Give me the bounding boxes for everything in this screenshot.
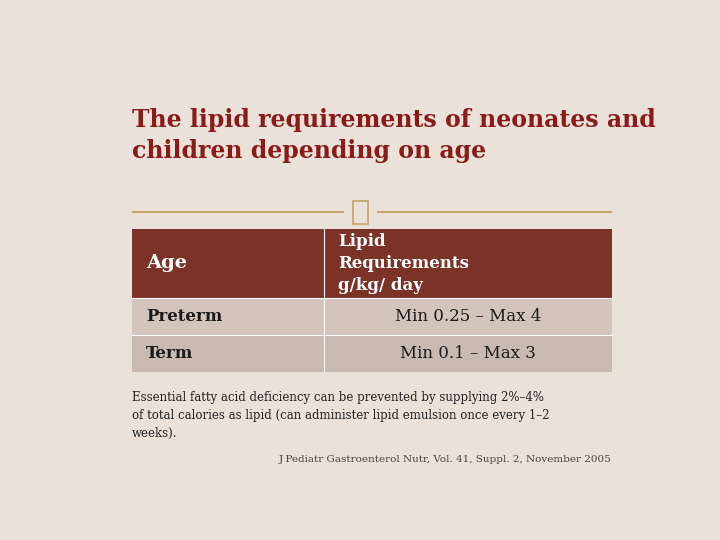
Text: Term: Term	[145, 345, 193, 362]
Text: Min 0.1 – Max 3: Min 0.1 – Max 3	[400, 345, 536, 362]
Bar	[132, 229, 612, 298]
Text: Lipid
Requirements
g/kg/ day: Lipid Requirements g/kg/ day	[338, 233, 469, 294]
Text: J Pediatr Gastroenterol Nutr, Vol. 41, Suppl. 2, November 2005: J Pediatr Gastroenterol Nutr, Vol. 41, S…	[279, 455, 612, 464]
Text: The lipid requirements of neonates and
children depending on age: The lipid requirements of neonates and c…	[132, 109, 656, 163]
Bar	[132, 298, 612, 335]
Text: Age: Age	[145, 254, 186, 272]
Bar	[353, 201, 369, 224]
Text: Preterm: Preterm	[145, 308, 222, 325]
Text: Essential fatty acid deficiency can be prevented by supplying 2%–4%
of total cal: Essential fatty acid deficiency can be p…	[132, 391, 549, 440]
Bar	[132, 335, 612, 373]
Text: Min 0.25 – Max 4: Min 0.25 – Max 4	[395, 308, 541, 325]
